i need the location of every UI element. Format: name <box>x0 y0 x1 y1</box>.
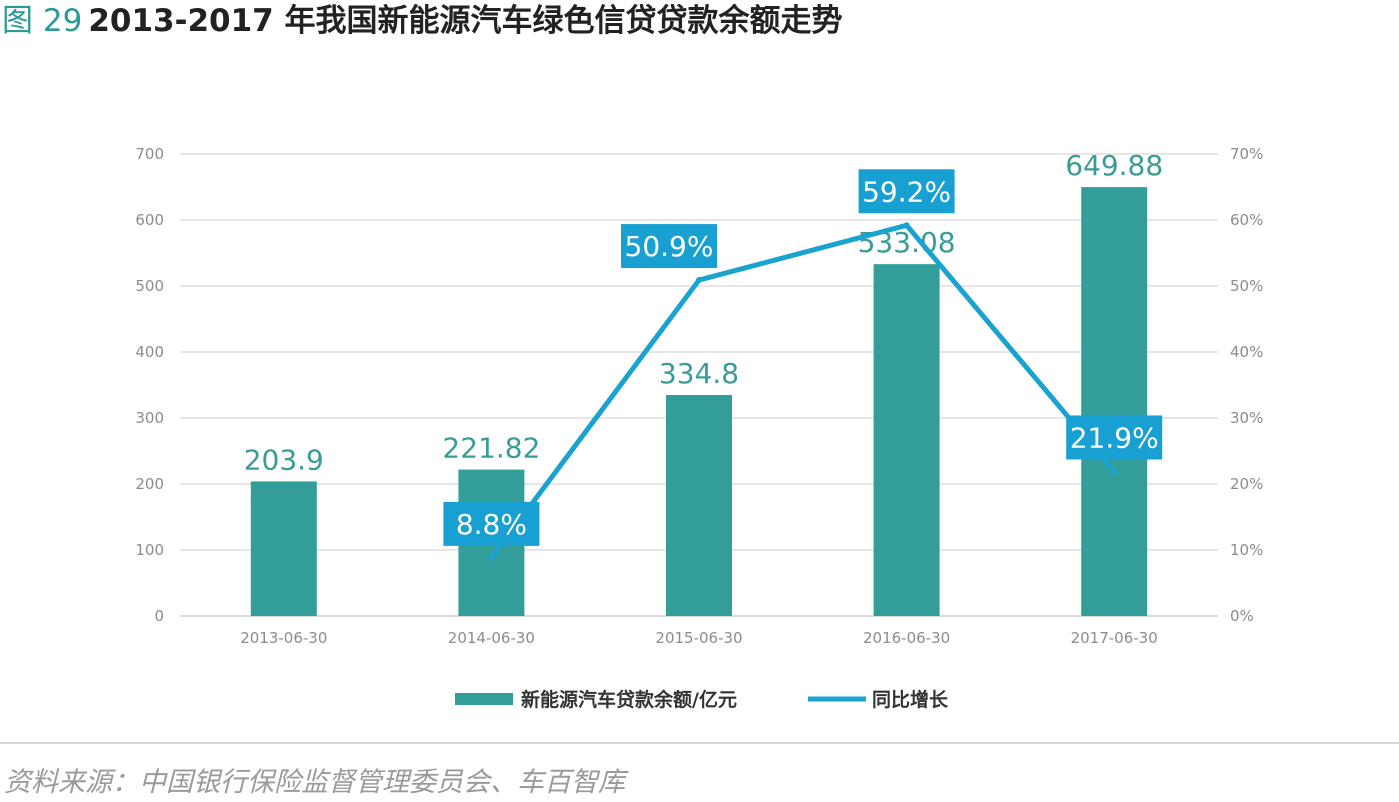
growth-value-label: 50.9% <box>625 230 714 263</box>
y-right-tick-label: 20% <box>1230 475 1263 493</box>
y-right-tick-label: 10% <box>1230 541 1263 559</box>
growth-label-box <box>1066 415 1163 460</box>
figure-label: 图 29 <box>2 3 83 39</box>
bar <box>873 264 940 616</box>
growth-value-label: 59.2% <box>862 175 951 208</box>
x-tick-label: 2014-06-30 <box>448 629 535 647</box>
chart: 0 0% 100 10% 200 20% 300 30% 400 40% 500 50% 600 60% 7… <box>135 145 1263 711</box>
y-left-tick-label: 500 <box>135 277 164 295</box>
bar <box>1081 187 1148 616</box>
y-right-tick-label: 40% <box>1230 343 1263 361</box>
growth-point <box>903 222 910 229</box>
source-note: 资料来源：中国银行保险监督管理委员会、车百智库 <box>4 767 625 798</box>
y-right-tick-label: 30% <box>1230 409 1263 427</box>
y-right-tick-label: 70% <box>1230 145 1263 163</box>
x-tick-label: 2017-06-30 <box>1071 629 1158 647</box>
figure-title-text: 2013-2017 年我国新能源汽车绿色信贷贷款余额走势 <box>88 3 843 39</box>
bar-value-label: 533.08 <box>858 226 956 259</box>
growth-label-box <box>621 224 717 269</box>
bar-value-label: 203.9 <box>244 443 324 476</box>
bar <box>666 395 732 616</box>
y-left-tick-label: 400 <box>135 343 164 361</box>
legend-swatch-bar <box>455 693 513 705</box>
bar-value-label: 649.88 <box>1065 149 1163 182</box>
bar <box>250 481 317 616</box>
figure-title: 图 29 2013-2017 年我国新能源汽车绿色信贷贷款余额走势 <box>2 0 843 42</box>
growth-point <box>488 554 495 561</box>
growth-label-box <box>858 169 955 214</box>
y-left-tick-label: 300 <box>135 409 164 427</box>
bar-value-label: 334.8 <box>659 357 739 390</box>
growth-point <box>696 277 702 284</box>
x-tick-label: 2015-06-30 <box>655 629 742 647</box>
bar-value-label: 221.82 <box>442 432 540 465</box>
legend-label-bar: 新能源汽车贷款余额/亿元 <box>521 688 737 711</box>
growth-point <box>1111 468 1118 475</box>
y-right-tick-label: 50% <box>1230 277 1263 295</box>
y-right-tick-label: 60% <box>1230 211 1263 229</box>
y-left-tick-label: 700 <box>135 145 164 163</box>
x-tick-label: 2016-06-30 <box>863 629 950 647</box>
y-left-tick-label: 200 <box>135 475 164 493</box>
growth-label-box <box>443 501 540 546</box>
growth-value-label: 21.9% <box>1070 421 1159 454</box>
x-tick-label: 2013-06-30 <box>240 629 327 647</box>
y-right-tick-label: 0% <box>1230 607 1254 625</box>
source-divider <box>0 742 1399 744</box>
legend-label-line: 同比增长 <box>872 688 949 711</box>
y-left-tick-label: 0 <box>154 607 164 625</box>
growth-value-label: 8.8% <box>456 508 527 541</box>
growth-line <box>488 222 1117 561</box>
y-left-tick-label: 600 <box>135 211 164 229</box>
y-left-tick-label: 100 <box>135 541 164 559</box>
